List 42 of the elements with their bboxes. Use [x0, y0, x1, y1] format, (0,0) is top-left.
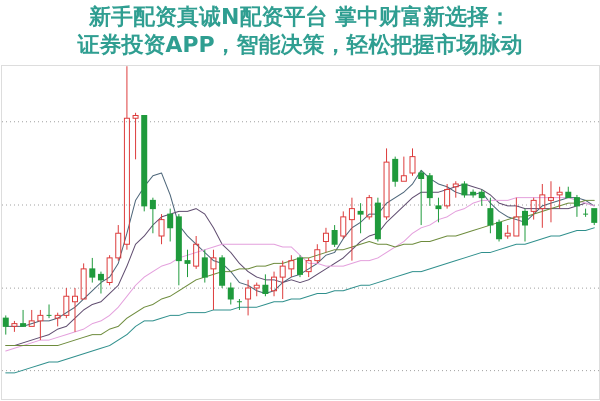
candlestick: [184, 249, 190, 278]
candlestick: [556, 186, 563, 210]
candlestick: [210, 249, 216, 310]
candlestick: [228, 282, 234, 305]
candlestick: [487, 197, 494, 234]
candlestick: [582, 208, 589, 218]
chart-title: 新手配资真诚N配资平台 掌中财富新选择：证券投资APP，智能决策，轻松把握市场脉动: [76, 4, 523, 58]
candlestick: [176, 214, 182, 286]
candlestick: [332, 224, 338, 248]
candlestick: [167, 208, 174, 242]
candlestick: [106, 254, 113, 286]
candlestick: [271, 271, 278, 297]
candlestick: [158, 214, 165, 245]
candlestick: [245, 279, 252, 316]
candlestick: [530, 197, 537, 220]
candlestick: [202, 249, 208, 284]
candlestick: [150, 197, 156, 234]
candlestick: [539, 183, 546, 228]
candlestick: [522, 208, 528, 242]
candlestick: [262, 274, 268, 297]
candlestick: [322, 227, 329, 253]
candlestick: [37, 309, 44, 341]
candlestick: [314, 244, 320, 264]
candlestick: [410, 148, 416, 176]
candlestick: [348, 197, 355, 262]
candlestick: [452, 180, 459, 198]
candlestick: [374, 197, 381, 242]
candlestick: [280, 260, 286, 300]
candlestick: [89, 257, 96, 284]
candlestick: [254, 282, 260, 297]
candlestick: [548, 180, 554, 223]
candlestick: [124, 66, 130, 250]
candlestick: [54, 312, 61, 327]
candlestick: [98, 271, 104, 294]
candlestick: [288, 254, 294, 278]
candlestick: [435, 197, 442, 223]
candlestick: [496, 219, 502, 242]
candlestick: [426, 172, 433, 206]
candlestick: [358, 202, 364, 234]
candlestick: [392, 156, 398, 188]
candlestick: [193, 236, 200, 270]
candlestick: [72, 288, 78, 332]
